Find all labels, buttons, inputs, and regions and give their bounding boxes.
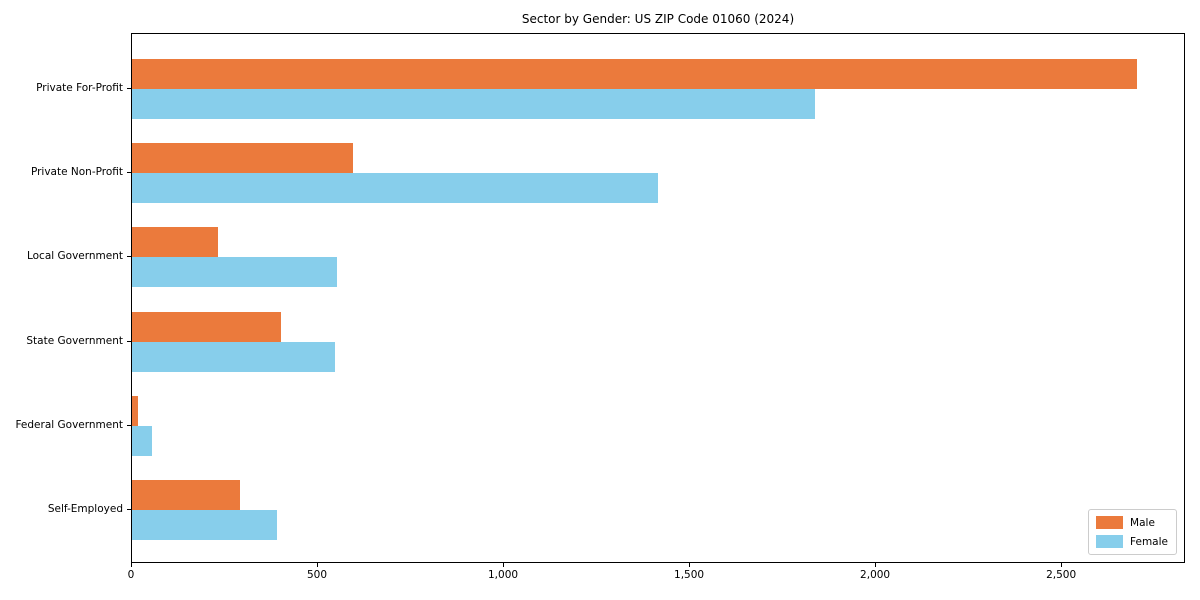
female-series-swatch [1096, 535, 1124, 548]
bar-female-1 [132, 89, 815, 119]
bar-female-2 [132, 173, 659, 204]
x-tick [317, 563, 319, 567]
y-axis-label: Private For-Profit [36, 82, 123, 94]
bar-female-5 [132, 425, 153, 456]
y-axis-label: Local Government [26, 250, 123, 263]
legend-label-female: Female [1130, 535, 1168, 548]
y-axis-label: Private Non-Profit [30, 166, 123, 179]
legend: Male Female [1088, 509, 1177, 555]
legend-entry-female: Female [1096, 535, 1168, 548]
x-tick-label: 1,500 [674, 569, 705, 581]
bar-female-3 [132, 257, 337, 288]
y-tick [127, 88, 131, 89]
x-tick [1061, 563, 1063, 567]
x-tick-label: 0 [127, 569, 135, 581]
bar-female-4 [132, 341, 335, 372]
bar-female-6 [132, 510, 278, 540]
bar-male-6 [132, 480, 240, 510]
bar-male-2 [132, 143, 354, 174]
y-axis-label: Self-Employed [47, 503, 123, 515]
legend-entry-male: Male [1096, 516, 1168, 529]
x-tick [131, 563, 132, 567]
x-tick-label: 2,000 [860, 569, 891, 581]
x-tick-label: 1,000 [488, 569, 519, 581]
bar-male-3 [132, 227, 218, 258]
y-axis-label: State Government [26, 334, 123, 347]
x-tick [875, 563, 877, 567]
chart-title: Sector by Gender: US ZIP Code 01060 (202… [521, 12, 795, 26]
male-series-swatch [1096, 516, 1124, 529]
y-tick [127, 256, 131, 258]
bar-male-4 [132, 311, 281, 342]
legend-label-male: Male [1130, 516, 1155, 529]
plot-area: Male Female [131, 33, 1185, 563]
bar-male-5 [132, 395, 138, 426]
x-tick-label: 2,500 [1046, 569, 1077, 581]
x-tick [503, 563, 505, 567]
y-tick [127, 424, 131, 426]
x-tick [689, 563, 691, 567]
y-tick [127, 509, 131, 510]
y-tick [127, 340, 131, 342]
y-tick [127, 172, 131, 174]
y-axis-label: Federal Government [15, 418, 123, 431]
bar-male-1 [132, 59, 1137, 89]
x-tick-label: 500 [306, 569, 328, 581]
